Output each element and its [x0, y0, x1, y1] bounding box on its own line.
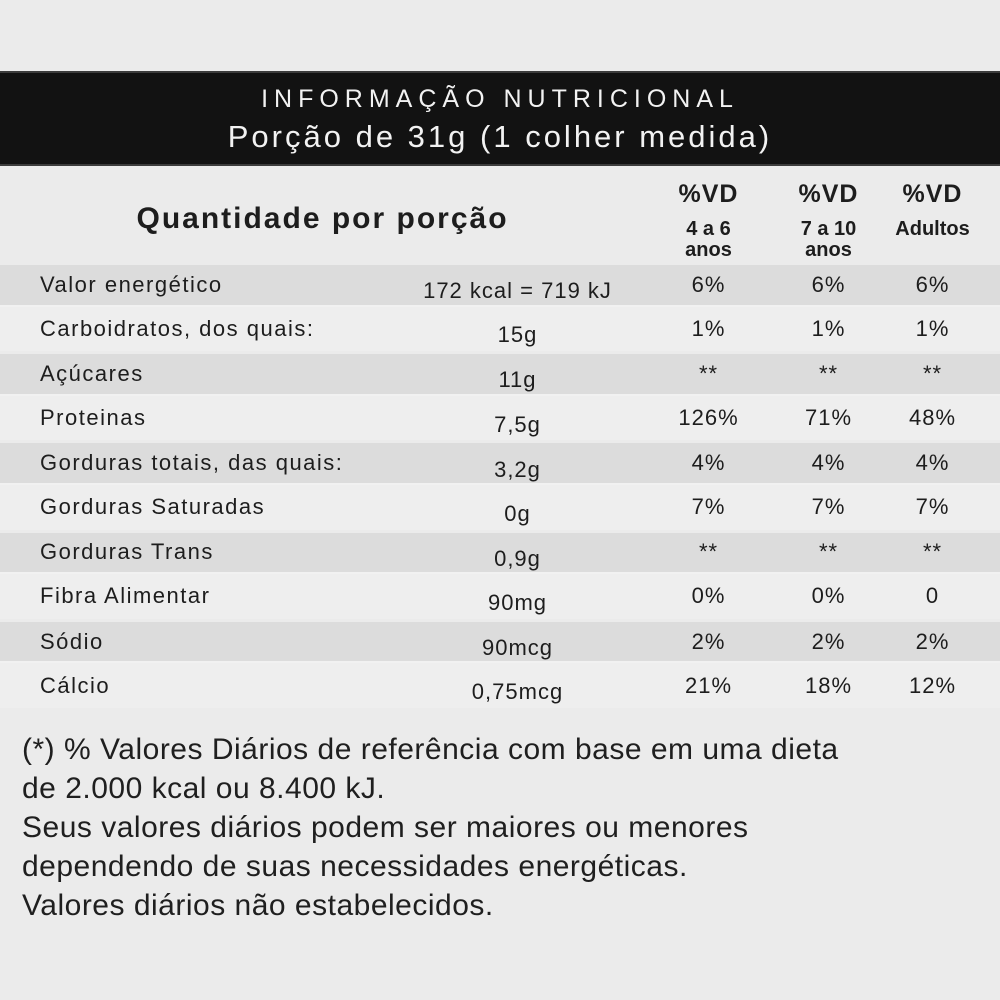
nutrient-name: Gorduras totais, das quais: [40, 450, 344, 476]
quantity-value: 0,9g [494, 545, 541, 571]
vd-value-adults: 7% [915, 494, 950, 520]
nutrient-name: Gorduras Saturadas [40, 494, 266, 520]
vd-column-header-adults: %VD Adultos [885, 166, 980, 262]
vd-sublabel-line1: 4 a 6 [686, 218, 731, 240]
vd-value-4-6: 1% [691, 315, 726, 341]
quantity-value: 7,5g [494, 411, 541, 437]
footnote-line: (*) % Valores Diários de referência com … [22, 733, 839, 766]
vd-column-header-4-6: %VD 4 a 6 anos [645, 166, 772, 262]
quantity-value: 15g [497, 322, 538, 348]
vd-label: %VD [902, 180, 963, 208]
nutrient-name: Cálcio [40, 672, 111, 698]
quantity-value: 3,2g [494, 456, 541, 482]
nutrient-name: Sódio [40, 628, 104, 654]
vd-value-7-10: 6% [811, 271, 846, 297]
vd-label: %VD [798, 180, 859, 208]
vd-value-adults: 1% [915, 315, 950, 341]
quantity-value: 90mcg [481, 635, 554, 661]
vd-value-adults: 48% [908, 405, 957, 431]
vd-value-7-10: ** [818, 539, 839, 565]
vd-value-7-10: 1% [811, 315, 846, 341]
vd-sublabel: Adultos [895, 219, 969, 240]
quantity-value: 90mg [487, 589, 548, 615]
vd-value-adults: 0 [925, 583, 940, 609]
table-row-carboidratos: Carboidratos, dos quais: 15g 1% 1% 1% [0, 306, 1000, 352]
table-row-gorduras-trans: Gorduras Trans 0,9g ** ** ** [0, 529, 1000, 575]
vd-value-4-6: 6% [691, 271, 726, 297]
table-row-valor-energetico: Valor energético 172 kcal = 719 kJ 6% 6%… [0, 262, 1000, 307]
quantity-value: 172 kcal = 719 kJ [423, 278, 612, 304]
table-row-proteinas: Proteinas 7,5g 126% 71% 48% [0, 395, 1000, 441]
vd-value-4-6: 0% [691, 583, 726, 609]
label-title: INFORMAÇÃO NUTRICIONAL [261, 85, 739, 113]
vd-value-adults: ** [922, 360, 943, 386]
table-row-fibra-alimentar: Fibra Alimentar 90mg 0% 0% 0 [0, 574, 1000, 619]
label-header-bar: INFORMAÇÃO NUTRICIONAL Porção de 31g (1 … [0, 71, 1000, 166]
vd-value-adults: 2% [915, 628, 950, 654]
vd-column-header-7-10: %VD 7 a 10 anos [772, 166, 885, 262]
vd-value-7-10: 2% [811, 628, 846, 654]
vd-value-7-10: 18% [804, 672, 853, 698]
vd-value-7-10: 4% [811, 450, 846, 476]
nutrient-name: Carboidratos, dos quais: [40, 315, 315, 341]
nutrient-name: Proteinas [40, 405, 147, 431]
quantity-value: 0,75mcg [471, 679, 564, 705]
footnote-line: Seus valores diários podem ser maiores o… [22, 811, 749, 844]
vd-sublabel-line2: anos [805, 239, 852, 261]
vd-value-4-6: 2% [691, 628, 726, 654]
vd-value-7-10: ** [818, 360, 839, 386]
vd-value-adults: 6% [915, 271, 950, 297]
vd-value-4-6: 21% [684, 672, 733, 698]
vd-value-adults: 12% [908, 672, 957, 698]
vd-value-7-10: 7% [811, 494, 846, 520]
table-row-gorduras-saturadas: Gorduras Saturadas 0g 7% 7% 7% [0, 484, 1000, 530]
table-row-acucares: Açúcares 11g ** ** ** [0, 351, 1000, 396]
table-row-gorduras-totais: Gorduras totais, das quais: 3,2g 4% 4% 4… [0, 440, 1000, 485]
vd-sublabel: 7 a 10 anos [801, 219, 857, 261]
vd-value-4-6: 7% [691, 494, 726, 520]
footnote-line: dependendo de suas necessidades energéti… [22, 850, 688, 883]
nutrient-name: Fibra Alimentar [40, 583, 211, 609]
nutrient-name: Açúcares [40, 360, 144, 386]
vd-value-4-6: ** [698, 360, 719, 386]
nutrient-table: Valor energético 172 kcal = 719 kJ 6% 6%… [0, 262, 1000, 708]
footnote-line: Valores diários não estabelecidos. [22, 889, 494, 922]
vd-value-7-10: 71% [804, 405, 853, 431]
vd-label: %VD [678, 180, 739, 208]
column-header-row: Quantidade por porção %VD 4 a 6 anos %VD… [0, 166, 1000, 262]
table-row-sodio: Sódio 90mcg 2% 2% 2% [0, 618, 1000, 664]
quantity-value: 11g [498, 367, 537, 393]
vd-sublabel-line1: 7 a 10 [800, 218, 857, 240]
quantity-column-title: Quantidade por porção [136, 202, 509, 235]
vd-value-adults: 4% [915, 450, 950, 476]
nutrient-name: Valor energético [40, 271, 223, 297]
vd-value-4-6: ** [698, 539, 719, 565]
footnote-line: de 2.000 kcal ou 8.400 kJ. [22, 772, 386, 805]
vd-value-4-6: 126% [678, 405, 739, 431]
label-subtitle: Porção de 31g (1 colher medida) [227, 119, 773, 154]
vd-sublabel: 4 a 6 anos [685, 219, 732, 261]
quantity-value: 0g [504, 500, 531, 526]
vd-value-adults: ** [922, 539, 943, 565]
vd-value-4-6: 4% [691, 450, 726, 476]
nutrient-name: Gorduras Trans [40, 539, 214, 565]
vd-sublabel-line2: anos [685, 239, 732, 261]
table-row-calcio: Cálcio 0,75mcg 21% 18% 12% [0, 663, 1000, 708]
daily-values-footnote: (*) % Valores Diários de referência com … [22, 730, 978, 925]
vd-sublabel-line1: Adultos [895, 218, 970, 240]
vd-value-7-10: 0% [811, 583, 846, 609]
